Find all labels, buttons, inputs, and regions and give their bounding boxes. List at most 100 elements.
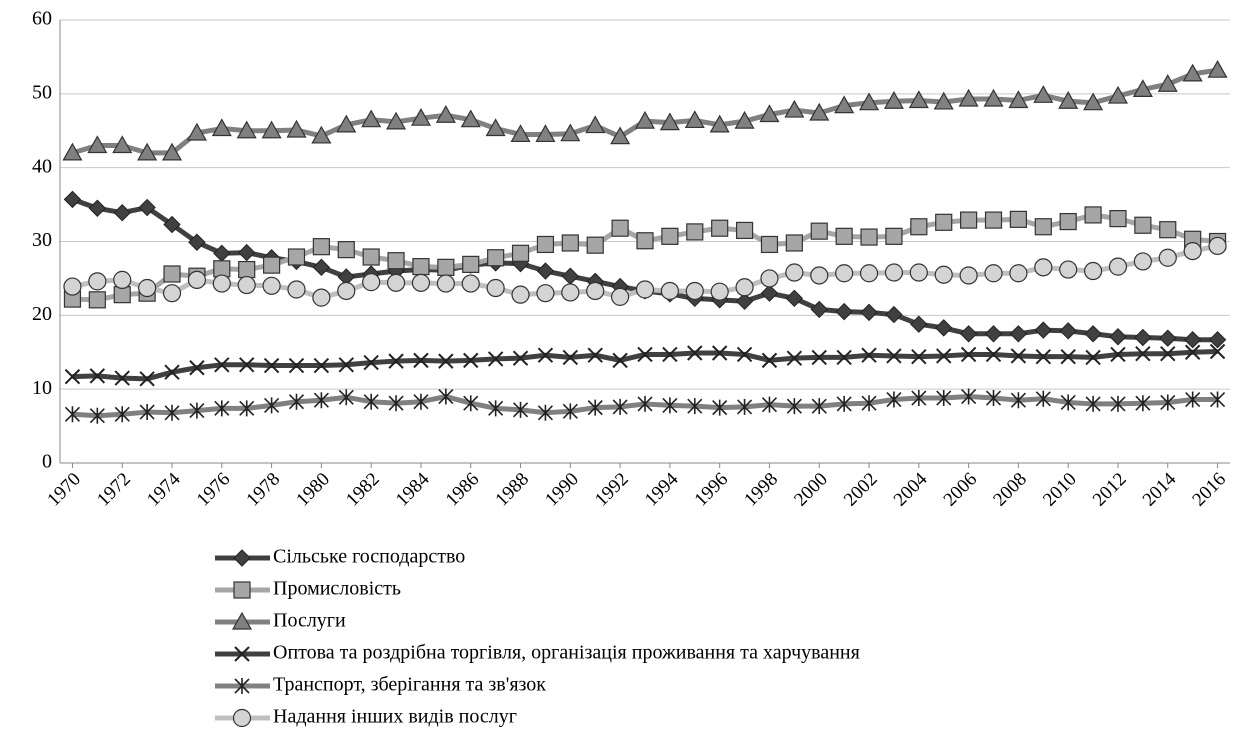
marker	[885, 227, 903, 245]
marker	[611, 287, 630, 306]
marker	[985, 390, 1002, 407]
x-tick-label: 1976	[193, 469, 235, 511]
marker	[709, 114, 730, 133]
marker	[88, 272, 107, 291]
marker	[760, 235, 779, 254]
marker	[1060, 394, 1076, 411]
marker	[438, 353, 454, 369]
x-tick-label: 1970	[43, 469, 85, 511]
marker	[661, 227, 679, 245]
marker	[413, 393, 429, 410]
marker	[886, 391, 902, 408]
marker	[785, 234, 803, 252]
x-tick-label: 2016	[1188, 469, 1230, 511]
marker	[587, 347, 603, 363]
marker	[933, 91, 954, 110]
marker	[1110, 395, 1126, 412]
marker	[960, 346, 977, 363]
marker	[286, 119, 307, 138]
marker	[362, 273, 381, 292]
marker	[237, 275, 256, 295]
marker	[1009, 210, 1028, 228]
marker	[337, 241, 355, 259]
marker	[388, 395, 404, 412]
marker	[1083, 261, 1103, 281]
marker	[958, 88, 979, 107]
marker	[711, 219, 729, 237]
marker	[1059, 260, 1078, 279]
marker	[561, 283, 580, 302]
marker	[1184, 344, 1201, 360]
marker	[710, 282, 729, 301]
marker	[1209, 391, 1226, 408]
marker	[785, 289, 804, 308]
marker	[1133, 252, 1152, 271]
marker	[1157, 74, 1178, 92]
x-tick-label: 1978	[242, 469, 284, 511]
y-tick-label: 10	[32, 377, 52, 399]
marker	[1109, 210, 1127, 228]
marker	[238, 260, 256, 279]
marker	[387, 252, 405, 270]
marker	[687, 398, 703, 415]
marker	[883, 90, 904, 109]
marker	[64, 368, 81, 385]
marker	[512, 350, 529, 366]
y-tick-label: 60	[32, 8, 52, 30]
marker	[337, 281, 356, 301]
marker	[113, 270, 132, 289]
marker	[1035, 348, 1052, 365]
marker	[312, 258, 331, 277]
marker	[936, 390, 952, 407]
marker	[163, 215, 181, 234]
legend-label: Надання інших видів послуг	[273, 706, 517, 728]
marker	[811, 398, 827, 415]
y-tick-label: 40	[32, 155, 52, 177]
marker	[785, 263, 804, 282]
marker	[1132, 79, 1153, 98]
marker	[1084, 325, 1102, 343]
marker	[735, 278, 754, 297]
marker	[985, 346, 1002, 363]
marker	[138, 198, 156, 217]
marker	[312, 288, 331, 307]
marker	[233, 549, 251, 567]
marker	[313, 392, 329, 409]
marker	[264, 397, 280, 414]
marker	[88, 199, 107, 217]
marker	[1034, 258, 1053, 277]
marker	[63, 277, 82, 296]
marker	[735, 221, 754, 240]
marker	[562, 349, 579, 366]
marker	[760, 269, 779, 288]
marker	[213, 244, 231, 263]
marker	[164, 404, 180, 421]
marker	[88, 291, 106, 309]
marker	[983, 88, 1004, 107]
marker	[512, 401, 529, 418]
marker	[860, 228, 878, 246]
marker	[935, 213, 953, 231]
marker	[1160, 346, 1176, 362]
marker	[438, 388, 454, 405]
x-tick-label: 2010	[1039, 469, 1081, 511]
marker	[64, 406, 81, 423]
marker	[685, 281, 704, 301]
marker	[836, 349, 852, 366]
marker	[984, 211, 1003, 229]
marker	[908, 90, 929, 109]
marker	[361, 109, 382, 128]
marker	[113, 286, 131, 304]
marker	[1209, 343, 1226, 360]
marker	[461, 274, 480, 293]
marker	[487, 249, 505, 267]
marker	[363, 393, 379, 410]
marker	[712, 399, 728, 416]
marker	[935, 319, 953, 337]
marker	[587, 399, 603, 416]
x-tick-label: 1984	[392, 468, 434, 510]
marker	[861, 395, 877, 412]
x-tick-label: 2014	[1139, 468, 1181, 510]
marker	[659, 112, 680, 131]
marker	[861, 347, 877, 363]
